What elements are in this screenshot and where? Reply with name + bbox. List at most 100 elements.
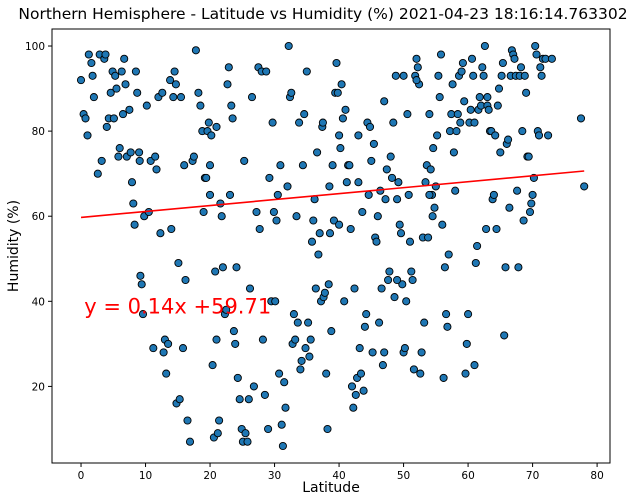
- data-point: [394, 178, 403, 187]
- data-point: [291, 335, 300, 344]
- data-point: [377, 284, 386, 293]
- data-point: [405, 237, 415, 246]
- data-point: [225, 190, 235, 199]
- data-point: [470, 118, 479, 127]
- plot-frame: [51, 28, 611, 464]
- data-point: [367, 156, 376, 165]
- data-point: [360, 322, 369, 331]
- data-point: [364, 190, 373, 199]
- data-point: [138, 310, 148, 319]
- data-point: [325, 182, 334, 191]
- data-point: [169, 93, 178, 102]
- data-point: [436, 50, 446, 59]
- data-point: [398, 280, 407, 289]
- data-point: [222, 305, 231, 314]
- data-point: [81, 114, 90, 123]
- data-point: [276, 161, 285, 170]
- data-point: [483, 93, 492, 102]
- data-point: [505, 203, 514, 212]
- data-point: [314, 250, 323, 259]
- data-point: [501, 263, 510, 272]
- data-point: [425, 110, 434, 119]
- data-point: [400, 344, 409, 353]
- data-point: [135, 148, 144, 157]
- data-point: [189, 152, 198, 161]
- data-point: [336, 144, 345, 153]
- data-point: [280, 378, 289, 387]
- data-point: [244, 395, 253, 404]
- data-point: [322, 369, 331, 378]
- data-point: [162, 369, 171, 378]
- data-point: [301, 344, 310, 353]
- data-point: [399, 71, 408, 80]
- data-point: [359, 386, 368, 395]
- data-point: [460, 97, 469, 106]
- data-point: [448, 80, 457, 89]
- data-point: [438, 220, 447, 229]
- data-point: [229, 327, 238, 336]
- data-point: [125, 105, 134, 114]
- data-point: [255, 224, 264, 234]
- data-point: [205, 161, 215, 170]
- data-point: [136, 271, 145, 280]
- data-point: [180, 161, 189, 170]
- y-tick-label: 20: [32, 381, 45, 393]
- x-tick-label: 30: [268, 470, 281, 482]
- data-point: [416, 369, 425, 378]
- data-point: [212, 335, 221, 344]
- data-point: [375, 318, 384, 327]
- data-point: [425, 190, 434, 199]
- y-axis-label: Humidity (%): [6, 200, 22, 292]
- data-point: [356, 369, 366, 378]
- data-point: [464, 310, 473, 319]
- data-point: [273, 190, 282, 199]
- x-tick-label: 40: [332, 470, 345, 482]
- data-point: [305, 352, 314, 361]
- data-point: [121, 80, 130, 89]
- data-point: [547, 54, 556, 63]
- data-point: [514, 263, 523, 272]
- data-point: [283, 182, 292, 191]
- data-point: [231, 339, 240, 348]
- data-point: [207, 131, 216, 140]
- data-point: [111, 71, 120, 80]
- data-point: [354, 178, 363, 187]
- data-point: [390, 293, 399, 302]
- data-point: [297, 356, 306, 365]
- y-tick-label: 100: [25, 41, 45, 53]
- data-point: [156, 229, 165, 238]
- x-tick-label: 10: [139, 470, 152, 482]
- data-point: [513, 186, 522, 195]
- data-point: [519, 216, 528, 225]
- data-point: [456, 118, 465, 127]
- data-point: [106, 88, 115, 97]
- data-point: [167, 224, 176, 234]
- data-point: [346, 224, 355, 234]
- data-point: [478, 63, 487, 72]
- data-point: [127, 178, 137, 187]
- data-point: [525, 207, 535, 217]
- data-point: [175, 395, 184, 404]
- data-point: [347, 382, 357, 391]
- data-point: [120, 54, 129, 63]
- data-point: [365, 122, 375, 131]
- data-point: [97, 156, 106, 165]
- data-point: [381, 195, 390, 204]
- data-point: [252, 207, 261, 217]
- data-point: [449, 148, 458, 157]
- data-point: [264, 424, 273, 434]
- data-point: [313, 148, 322, 157]
- data-point: [102, 122, 111, 131]
- data-point: [393, 275, 402, 285]
- data-point: [333, 88, 342, 97]
- data-point: [369, 139, 378, 148]
- data-point: [318, 118, 327, 127]
- x-axis-label: Latitude: [302, 480, 360, 496]
- data-point: [430, 203, 439, 212]
- regression-line: [80, 170, 585, 219]
- data-point: [296, 365, 305, 374]
- data-point: [362, 310, 371, 319]
- data-point: [335, 220, 344, 229]
- data-point: [531, 41, 540, 51]
- data-point: [232, 263, 241, 272]
